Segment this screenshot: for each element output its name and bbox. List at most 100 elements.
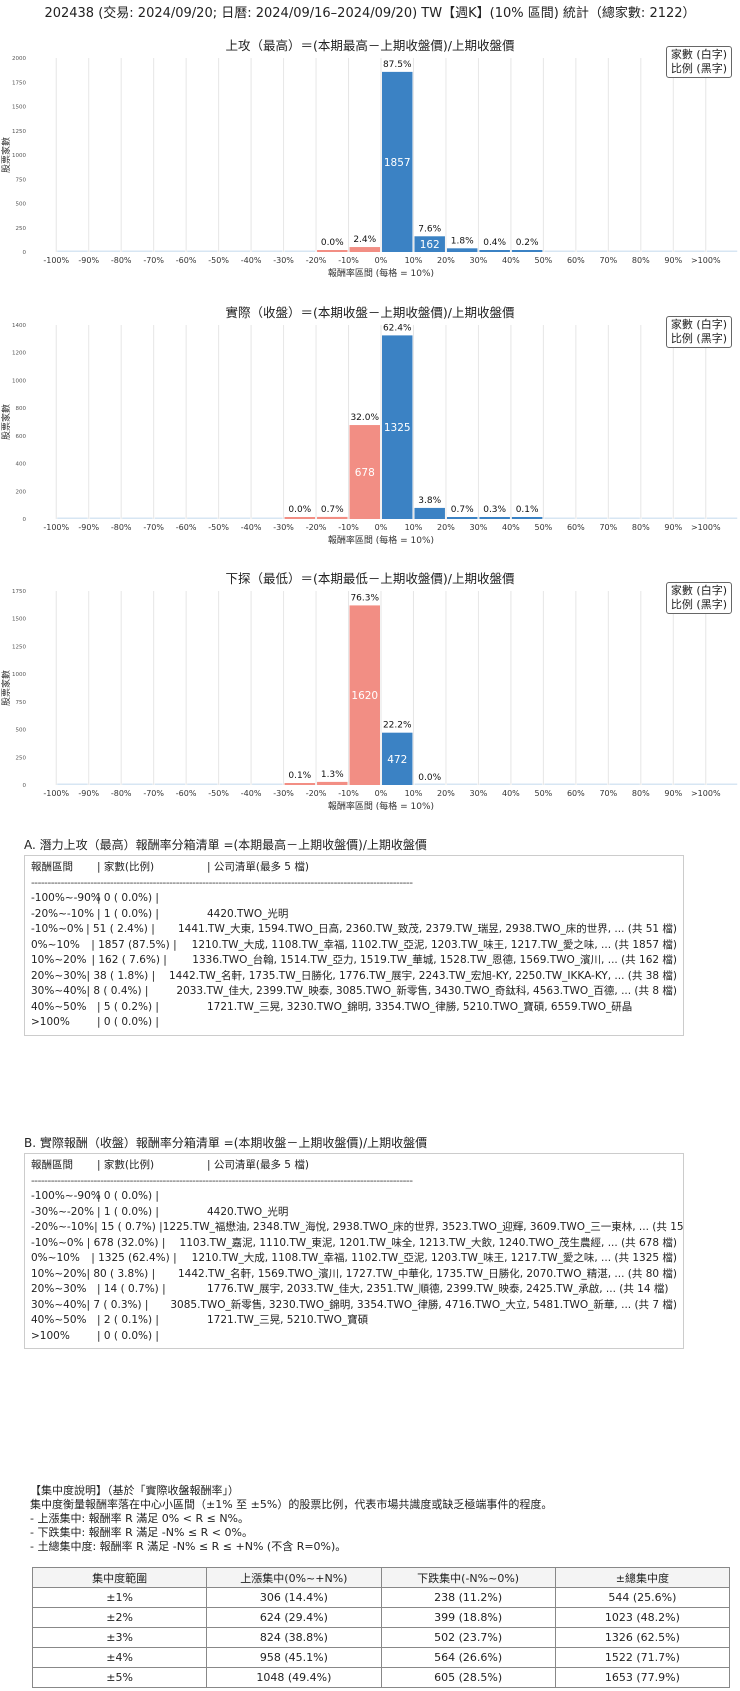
bar-pct-label: 0.1% [288, 771, 311, 781]
x-tick-label: -90% [78, 256, 99, 265]
bar-count-label: 1620 [351, 690, 378, 702]
x-tick-label: >100% [691, 523, 721, 532]
bar-pct-label: 62.4% [383, 323, 412, 333]
bar-pct-label: 0.1% [516, 505, 539, 515]
list-item: 30%~40% | 7 ( 0.3%) | 3085.TWO_新零售, 3230.T… [31, 1298, 677, 1314]
baseline-stub [641, 250, 673, 252]
x-tick-label: 40% [502, 523, 520, 532]
list-item: -100%~-90% | 0 ( 0.0%) | [31, 891, 677, 907]
page-title: 202438 (交易: 2024/09/20; 日曆: 2024/09/16–2… [44, 6, 696, 21]
x-axis-label: 報酬率區間 (每格 = 10%) [328, 267, 434, 279]
table-cell: 824 (38.8%) [206, 1627, 382, 1648]
legend-line-ratio: 比例 (黑字) [670, 332, 727, 345]
companies-cell: 4420.TWO_光明 [207, 1205, 289, 1218]
table-cell: ±5% [31, 1667, 208, 1688]
bar-pct-label: 7.6% [418, 224, 441, 234]
count-cell: | 80 ( 3.8%) | [86, 1267, 156, 1280]
list-separator: ----------------------------------------… [31, 1174, 413, 1187]
header-list: | 公司清單(最多 5 檔) [207, 861, 309, 873]
table-cell: 1522 (71.7%) [554, 1647, 731, 1668]
x-tick-label: -90% [78, 789, 99, 798]
x-tick-label: -70% [143, 523, 164, 532]
table-cell: 502 (23.7%) [380, 1627, 556, 1648]
list-item: -10%~0% | 51 ( 2.4%) | 1441.TW_大東, 1594.TW… [31, 922, 677, 938]
baseline-stub [479, 783, 510, 785]
x-tick-label: -50% [208, 789, 229, 798]
count-cell: | 2 ( 0.1%) | [97, 1314, 159, 1326]
baseline-stub [674, 517, 705, 519]
range-cell: -20%~-10% [31, 907, 95, 920]
table-cell: 399 (18.8%) [380, 1607, 556, 1628]
y-tick-label: 600 [16, 434, 27, 440]
bar [511, 517, 543, 519]
range-cell: -30%~-20% [31, 1205, 95, 1218]
bar [349, 605, 380, 785]
companies-cell: 4420.TWO_光明 [207, 907, 289, 920]
bar-pct-label: 1.8% [451, 236, 474, 246]
list-item: -30%~-20% | 1 ( 0.0%) | 4420.TWO_光明 [31, 1205, 677, 1221]
x-tick-label: >100% [691, 789, 721, 798]
x-tick-label: -40% [241, 789, 262, 798]
x-tick-label: 80% [632, 256, 650, 265]
legend-line-ratio: 比例 (黑字) [670, 598, 727, 611]
companies-cell: 1210.TW_大成, 1108.TW_幸福, 1102.TW_亞泥, 1203… [191, 1252, 677, 1264]
bar-pct-label: 0.4% [483, 238, 506, 248]
x-tick-label: 70% [599, 523, 617, 532]
table-cell: ±2% [31, 1607, 208, 1628]
x-tick-label: -100% [43, 789, 69, 798]
baseline-stub [609, 250, 640, 252]
bar-count-label: 162 [420, 239, 440, 251]
table-header: 上漲集中(0%~+N%) [206, 1567, 382, 1588]
bar [382, 732, 413, 785]
baseline-stub [122, 517, 153, 519]
y-tick-label: 500 [16, 202, 27, 208]
x-tick-label: 10% [405, 789, 423, 798]
y-tick-label: 1250 [12, 129, 26, 135]
baseline-stub [609, 517, 640, 519]
baseline-stub [219, 250, 251, 252]
range-cell: 0%~10% [31, 938, 80, 951]
table-cell: ±1% [31, 1587, 208, 1608]
header-count: | 家數(比例) [97, 1159, 155, 1171]
y-tick-label: 1500 [12, 617, 26, 623]
range-cell: -10%~0% [31, 923, 84, 935]
baseline-stub [187, 517, 218, 519]
companies-cell: 1210.TW_大成, 1108.TW_幸福, 1102.TW_亞泥, 1203… [191, 938, 677, 951]
list-a-box: 報酬區間 | 家數(比例) | 公司清單(最多 5 檔) -----------… [24, 855, 684, 1036]
x-axis-label: 報酬率區間 (每格 = 10%) [328, 534, 434, 546]
concentration-desc: 集中度衡量報酬率落在中心小區間（±1% 至 ±5%）的股票比例，代表市場共識度或… [30, 1498, 553, 1511]
y-tick-label: 1750 [12, 80, 26, 86]
bar [511, 250, 543, 252]
count-cell: | 14 ( 0.7%) | [97, 1283, 166, 1295]
x-tick-label: 10% [405, 256, 423, 265]
bar-pct-label: 0.0% [418, 773, 441, 783]
bar-pct-label: 0.2% [516, 238, 539, 248]
list-b-box: 報酬區間 | 家數(比例) | 公司清單(最多 5 檔) -----------… [24, 1153, 684, 1349]
table-cell: 564 (26.6%) [380, 1647, 556, 1668]
count-cell: | 8 ( 0.4%) | [86, 985, 149, 997]
concentration-point: - 上漲集中: 報酬率 R 滿足 0% < R ≤ N%。 [30, 1512, 249, 1525]
bar [479, 250, 510, 252]
x-tick-label: 50% [534, 256, 552, 265]
bar-pct-label: 1.3% [321, 770, 344, 780]
list-item: 0%~10% | 1325 (62.4%) | 1210.TW_大成, 1108.T… [31, 1251, 677, 1267]
bar-pct-label: 0.7% [321, 505, 344, 515]
baseline-stub [706, 783, 738, 785]
list-item: >100% | 0 ( 0.0%) | [31, 1329, 677, 1345]
y-tick-label: 500 [16, 728, 27, 734]
bar [414, 236, 445, 252]
baseline-stub [219, 783, 251, 785]
baseline-stub [89, 250, 121, 252]
y-tick-label: 800 [16, 406, 27, 412]
x-tick-label: -90% [78, 523, 99, 532]
range-cell: -100%~-90% [31, 1190, 101, 1202]
x-tick-label: -100% [43, 256, 69, 265]
table-cell: 1023 (48.2%) [554, 1607, 731, 1628]
companies-cell: 1441.TW_大東, 1594.TWO_日高, 2360.TW_致茂, 237… [177, 923, 677, 935]
count-cell: | 678 (32.0%) | [86, 1236, 166, 1249]
concentration-point: - 土總集中度: 報酬率 R 滿足 -N% ≤ R ≤ +N% (不含 R=0%… [30, 1540, 347, 1553]
x-tick-label: -100% [43, 523, 69, 532]
companies-cell: 1103.TW_嘉泥, 1110.TW_東泥, 1201.TW_味全, 1213… [179, 1236, 677, 1249]
list-b-section: B. 實際報酬（收盤）報酬率分箱清單 =(本期收盤－上期收盤價)/上期收盤價 報… [24, 1134, 684, 1349]
